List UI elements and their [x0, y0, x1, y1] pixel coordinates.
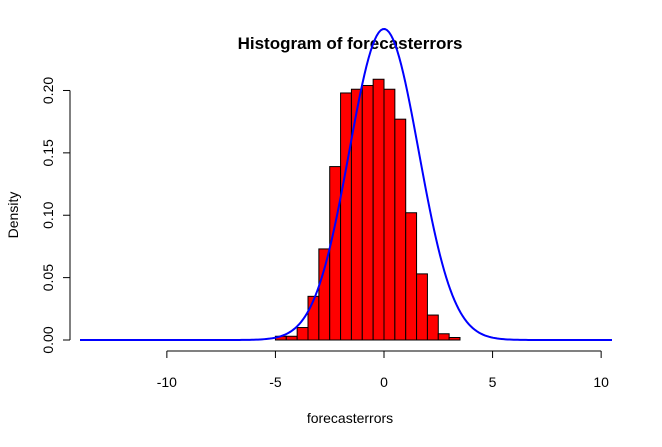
x-axis-label: forecasterrors — [307, 410, 393, 426]
histogram-bar-16 — [437, 333, 450, 341]
y-tick-label-4: 0.20 — [40, 77, 56, 104]
histogram-bar-15 — [426, 314, 439, 341]
y-tick-label-1: 0.05 — [40, 264, 56, 291]
density-curve-layer — [80, 28, 612, 341]
histogram-bar-9 — [361, 84, 374, 341]
histogram-bar-3 — [296, 327, 309, 341]
x-tick-label-4: 10 — [593, 374, 609, 390]
histogram-bar-2 — [285, 335, 298, 341]
y-tick-label-0: 0.00 — [40, 326, 56, 353]
histogram-bars — [274, 78, 461, 341]
histogram-bar-13 — [405, 212, 418, 341]
histogram-bar-14 — [416, 273, 428, 341]
y-tick-label-2: 0.10 — [40, 201, 56, 228]
x-tick-label-3: 5 — [489, 374, 497, 390]
x-tick-label-1: -5 — [269, 374, 282, 390]
x-tick-label-0: -10 — [157, 374, 177, 390]
normal-density-curve — [80, 28, 612, 341]
histogram-bar-11 — [383, 88, 396, 341]
histogram-bar-12 — [394, 118, 407, 341]
histogram-bar-7 — [340, 92, 352, 341]
histogram-bar-5 — [318, 248, 331, 341]
x-tick-label-2: 0 — [380, 374, 388, 390]
histogram-bar-10 — [372, 78, 385, 341]
y-tick-label-3: 0.15 — [40, 139, 56, 166]
y-axis: 0.00 0.05 0.10 0.15 0.20 — [40, 77, 71, 354]
chart-title: Histogram of forecasterrors — [238, 34, 463, 53]
y-axis-label: Density — [5, 192, 21, 239]
histogram-bar-6 — [329, 166, 342, 341]
x-axis: -10 -5 0 5 10 — [157, 350, 609, 390]
histogram-bar-17 — [448, 337, 461, 341]
